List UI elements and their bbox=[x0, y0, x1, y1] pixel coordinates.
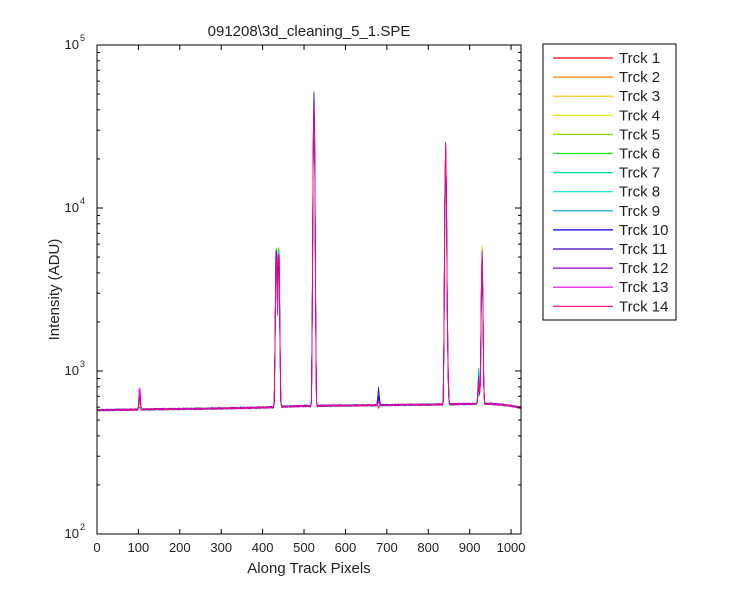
legend-entry: Trck 13 bbox=[619, 279, 668, 296]
x-tick-label: 1000 bbox=[497, 540, 526, 555]
legend-box bbox=[542, 43, 677, 321]
legend-entry: Trck 11 bbox=[619, 241, 667, 258]
y-tick-label: 10 bbox=[65, 37, 79, 52]
legend-entry: Trck 4 bbox=[619, 107, 660, 124]
axes-box bbox=[96, 44, 522, 535]
series-line-14 bbox=[97, 107, 521, 412]
y-tick-exponent: 4 bbox=[80, 196, 85, 206]
legend-entry: Trck 9 bbox=[619, 203, 660, 220]
legend-entry: Trck 3 bbox=[619, 88, 660, 105]
plot-area bbox=[97, 45, 521, 534]
legend-entry: Trck 2 bbox=[619, 69, 660, 86]
legend-entry: Trck 12 bbox=[619, 260, 668, 277]
y-tick-label: 10 bbox=[65, 200, 79, 215]
legend-entry: Trck 6 bbox=[619, 146, 660, 163]
chart-title: 091208\3d_cleaning_5_1.SPE bbox=[208, 23, 411, 40]
legend-entry: Trck 8 bbox=[619, 184, 660, 201]
legend-entry: Trck 14 bbox=[619, 298, 668, 315]
x-tick-label: 400 bbox=[252, 540, 274, 555]
legend-entry: Trck 1 bbox=[619, 50, 660, 67]
x-tick-label: 0 bbox=[93, 540, 100, 555]
y-tick-label: 10 bbox=[65, 526, 79, 541]
legend-entry: Trck 5 bbox=[619, 126, 660, 143]
y-tick-exponent: 5 bbox=[80, 33, 85, 43]
x-tick-label: 600 bbox=[335, 540, 357, 555]
series-lines bbox=[97, 90, 521, 412]
y-tick-exponent: 2 bbox=[80, 522, 85, 532]
x-tick-label: 200 bbox=[169, 540, 191, 555]
y-tick-exponent: 3 bbox=[80, 359, 85, 369]
legend: Trck 1 Trck 2 Trck 3 Trck 4 Trck 5 Trck 6 Trck… bbox=[542, 43, 677, 321]
x-tick-label: 100 bbox=[128, 540, 150, 555]
x-axis-label: Along Track Pixels bbox=[247, 560, 370, 577]
x-tick-label: 500 bbox=[293, 540, 315, 555]
x-tick-label: 900 bbox=[459, 540, 481, 555]
y-axis-label: Intensity (ADU) bbox=[46, 239, 63, 341]
x-tick-label: 300 bbox=[210, 540, 232, 555]
legend-entry: Trck 7 bbox=[619, 165, 660, 182]
y-tick-label: 10 bbox=[65, 363, 79, 378]
x-tick-label: 700 bbox=[376, 540, 398, 555]
x-tick-label: 800 bbox=[417, 540, 439, 555]
legend-entry: Trck 10 bbox=[619, 222, 668, 239]
